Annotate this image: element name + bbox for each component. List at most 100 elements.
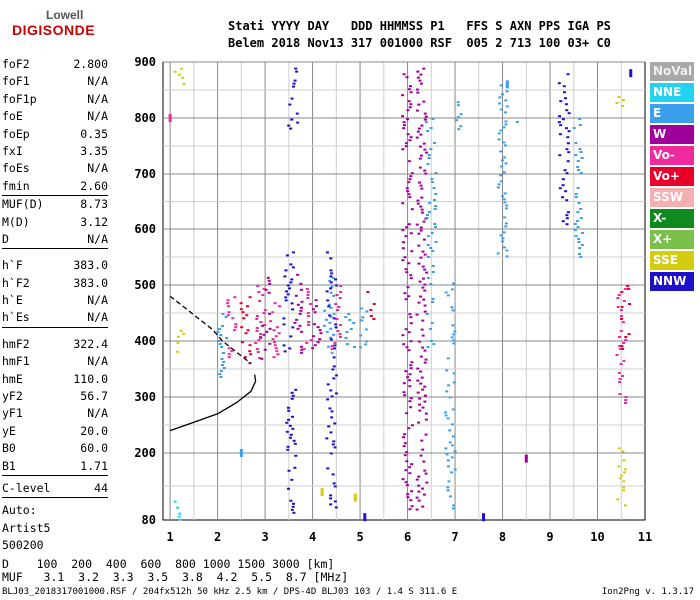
echo-mark	[266, 276, 270, 279]
file-info: BLJ03_2018317001000.RSF / 204fx512h 50 k…	[2, 587, 458, 597]
echo-mark	[422, 100, 426, 103]
echo-mark	[241, 311, 245, 314]
echo-mark	[561, 196, 565, 199]
echo-mark	[573, 229, 577, 231]
echo-mark	[289, 127, 293, 130]
header-line-2: Belem 2018 Nov13 317 001000 RSF 005 2 71…	[228, 36, 611, 50]
echo-mark	[244, 332, 248, 335]
echo-mark	[217, 340, 221, 342]
echo-mark	[417, 484, 421, 487]
echo-mark	[312, 323, 316, 326]
echo-mark	[328, 407, 332, 410]
echo-mark	[408, 139, 412, 142]
echo-mark	[452, 504, 456, 507]
echo-mark	[358, 346, 362, 349]
parameter-row: C-level 44	[2, 480, 108, 497]
echo-mark	[268, 282, 272, 285]
digisonde-logo: Lowell DIGISONDE	[8, 8, 108, 46]
echo-mark	[419, 133, 423, 136]
echo-mark	[459, 125, 463, 128]
echo-mark	[422, 298, 426, 301]
echo-mark	[335, 294, 339, 296]
echo-mark	[579, 217, 583, 219]
echo-mark	[176, 341, 180, 344]
parameter-value: 8.73	[80, 197, 108, 212]
echo-mark	[339, 336, 343, 338]
echo-mark	[292, 85, 296, 88]
echo-mark	[404, 370, 408, 373]
echo-mark	[504, 207, 508, 210]
echo-mark	[427, 256, 431, 258]
echo-mark	[332, 377, 336, 380]
echo-mark	[173, 500, 177, 503]
parameter-name: hmF2	[2, 336, 30, 351]
echo-mark	[427, 157, 431, 159]
divider	[2, 474, 108, 476]
echo-mark	[417, 490, 421, 493]
echo-mark	[347, 313, 351, 315]
echo-mark	[620, 318, 624, 320]
echo-mark	[497, 183, 501, 186]
parameter-row: foE N/A	[2, 108, 108, 125]
echo-mark	[298, 312, 302, 315]
echo-mark	[574, 154, 578, 156]
parameter-row: foF1 N/A	[2, 73, 108, 90]
echo-mark	[180, 67, 184, 70]
echo-mark	[408, 178, 412, 181]
grid	[163, 61, 645, 520]
echo-mark	[332, 365, 336, 368]
echo-point	[320, 488, 324, 497]
echo-mark	[349, 328, 353, 330]
echo-mark	[446, 486, 450, 489]
echo-mark	[423, 169, 427, 172]
echo-mark	[316, 341, 320, 344]
echo-mark	[405, 271, 409, 274]
echo-mark	[622, 300, 626, 302]
parameter-value: 3.35	[80, 143, 108, 158]
echo-mark	[423, 268, 427, 271]
echo-mark	[289, 433, 293, 436]
echo-mark	[504, 162, 508, 165]
echo-mark	[334, 506, 338, 509]
echo-mark	[410, 250, 414, 253]
echo-mark	[459, 113, 463, 116]
echo-mark	[561, 118, 565, 121]
echo-mark	[218, 343, 222, 345]
parameter-row: hmE 110.0	[2, 371, 108, 388]
parameter-row: h`Es N/A	[2, 309, 108, 326]
echo-mark	[581, 232, 585, 234]
echo-mark	[407, 262, 411, 265]
echo-mark	[416, 76, 420, 79]
echo-mark	[445, 453, 449, 456]
echo-mark	[277, 332, 281, 335]
parameter-name: MUF(D)	[2, 197, 44, 212]
echo-mark	[445, 390, 449, 393]
echo-mark	[624, 396, 628, 398]
echo-mark	[504, 222, 508, 225]
echo-mark	[619, 477, 623, 480]
parameter-row: yE 20.0	[2, 423, 108, 440]
echo-mark	[259, 336, 263, 339]
echo-mark	[621, 489, 625, 492]
echo-mark	[415, 313, 419, 316]
echo-mark	[623, 468, 627, 471]
echo-mark	[287, 469, 291, 472]
echo-mark	[289, 499, 293, 502]
echo-mark	[417, 262, 421, 265]
echo-mark	[404, 235, 408, 238]
echo-mark	[417, 499, 421, 502]
echo-mark	[620, 306, 624, 308]
echo-mark	[282, 323, 286, 326]
x-tick-label: 10	[590, 530, 604, 544]
polarization-legend: NoVal NNE E W Vo- Vo+ SSW X- X+ SSE NNW	[650, 62, 694, 293]
parameter-name: Artist5	[2, 520, 51, 535]
echo-mark	[329, 497, 333, 500]
echo-mark	[403, 394, 407, 397]
echo-mark	[296, 121, 300, 124]
echo-mark	[407, 295, 411, 298]
echo-mark	[295, 70, 299, 73]
echo-mark	[618, 345, 622, 347]
parameter-value: N/A	[87, 293, 108, 308]
echo-mark	[179, 329, 183, 332]
echo-mark	[456, 101, 460, 104]
